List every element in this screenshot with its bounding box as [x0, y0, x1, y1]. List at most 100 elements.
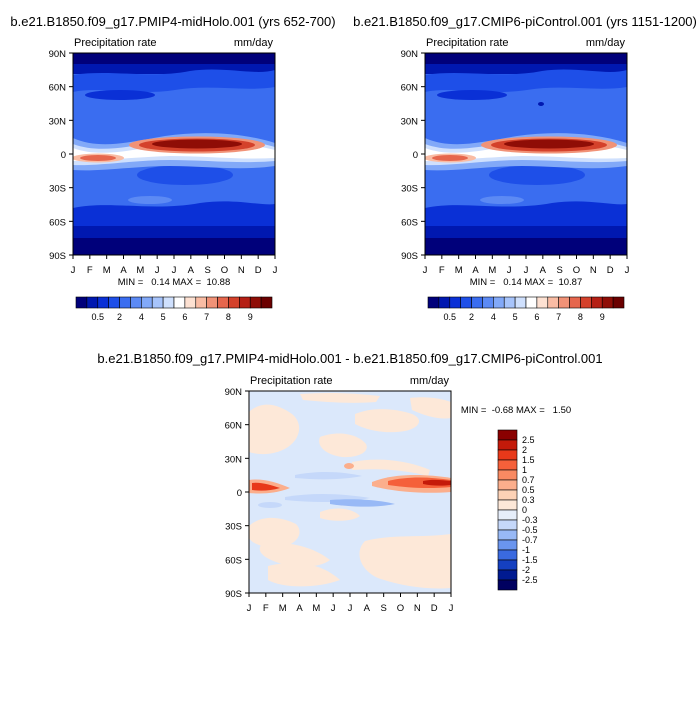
x-tick-label: J: [524, 265, 529, 276]
y-tick-label: 0: [413, 150, 418, 161]
colorbar-swatch: [141, 296, 153, 309]
x-tick-label: O: [573, 265, 580, 276]
field-blob-north-mid: [73, 69, 275, 92]
colorbar-label: 0.7: [522, 475, 535, 485]
colorbar-swatch: [612, 296, 625, 309]
diff-positive-area: [259, 542, 330, 567]
colorbar-label: 6: [182, 312, 187, 322]
colorbar-label: 2: [117, 312, 122, 322]
diff-positive-area: [268, 562, 340, 587]
x-tick-label: D: [431, 603, 438, 614]
colorbar-label: 6: [534, 312, 539, 322]
y-tick-label: 90S: [49, 251, 66, 262]
colorbar: 0.5 2 4 5 6 7 8 9: [75, 296, 273, 322]
colorbar-swatch: [497, 489, 518, 501]
diff-positive-area: [410, 397, 451, 419]
field-band-south-high: [73, 225, 275, 238]
field-blob-south-light: [128, 196, 172, 204]
left-label: Precipitation rate: [426, 37, 509, 49]
itcz-rain-west-core: [432, 155, 468, 161]
diff-positive-area: [300, 392, 380, 403]
field-blob-north-mid: [425, 69, 627, 92]
x-tick-label: M: [312, 603, 320, 614]
colorbar-swatch: [184, 296, 197, 309]
colorbar-label: 4: [139, 312, 144, 322]
panel-difference: b.e21.B1850.f09_g17.PMIP4-midHolo.001 - …: [97, 351, 602, 614]
colorbar-label: 5: [513, 312, 518, 322]
x-tick-label: F: [439, 265, 445, 276]
colorbar-label: -0.3: [522, 515, 538, 525]
diff-positive-area: [249, 517, 300, 548]
x-tick-label: A: [540, 265, 547, 276]
colorbar-label: -0.5: [522, 525, 538, 535]
colorbar-swatch: [497, 559, 518, 571]
x-axis: J F M A M J J A S O N D J: [423, 255, 630, 276]
field-blob-north-low: [85, 90, 155, 100]
diff-positive-area: [320, 508, 360, 521]
x-tick-label: N: [414, 603, 421, 614]
y-axis: 90N 60N 30N 0 30S 60S 90S: [49, 49, 73, 262]
x-tick-label: J: [423, 265, 428, 276]
colorbar-swatch: [497, 509, 518, 521]
y-tick-label: 30S: [225, 522, 242, 533]
colorbar-label: -1: [522, 545, 530, 555]
colorbar-swatch: [497, 449, 518, 461]
x-tick-label: F: [263, 603, 269, 614]
colorbar-label: 4: [491, 312, 496, 322]
x-tick-label: D: [255, 265, 262, 276]
field-blob-south-subtropic: [137, 165, 233, 185]
colorbar-swatch: [497, 459, 518, 471]
y-tick-label: 60S: [225, 555, 242, 566]
colorbar: 0.5 2 4 5 6 7 8 9: [427, 296, 625, 322]
units-label: mm/day: [410, 375, 450, 387]
diff-positive-area: [319, 433, 367, 458]
colorbar-swatch: [471, 296, 483, 309]
itcz-rain-west-core: [80, 155, 116, 161]
field-blob-south-mid: [425, 201, 627, 226]
x-tick-label: N: [590, 265, 597, 276]
colorbar-swatch: [108, 296, 120, 309]
x-tick-label: A: [296, 603, 303, 614]
colorbar-swatch: [569, 296, 581, 309]
colorbar-swatch: [525, 296, 538, 309]
colorbar-swatch: [558, 296, 570, 309]
colorbar-swatch: [195, 296, 207, 309]
x-tick-label: F: [87, 265, 93, 276]
diff-positive-area: [249, 404, 300, 455]
colorbar-swatch: [249, 296, 262, 309]
colorbar-label: 1.5: [522, 455, 535, 465]
x-axis: J F M A M J J A S O N D J: [247, 593, 454, 614]
colorbar: 2.521.510.70.50.30-0.3-0.5-0.7-1-1.5-2-2…: [497, 429, 538, 591]
diff-positive-area: [352, 459, 430, 476]
colorbar-swatch: [497, 549, 518, 561]
colorbar-swatch: [547, 296, 559, 309]
panel-title: b.e21.B1850.f09_g17.CMIP6-piControl.001 …: [353, 14, 697, 29]
x-tick-label: A: [120, 265, 127, 276]
panel-title: b.e21.B1850.f09_g17.PMIP4-midHolo.001 (y…: [10, 14, 335, 29]
itcz-rain-peak-core: [504, 139, 594, 149]
x-tick-label: S: [204, 265, 210, 276]
field-band-north-high: [73, 64, 275, 74]
colorbar-swatch: [239, 296, 251, 309]
field-band-polar-south: [425, 237, 627, 255]
colorbar-swatch: [119, 296, 131, 309]
colorbar-swatch: [482, 296, 494, 309]
x-tick-label: J: [507, 265, 512, 276]
colorbar-label: 9: [600, 312, 605, 322]
x-tick-label: M: [279, 603, 287, 614]
y-tick-label: 60S: [49, 217, 66, 228]
diff-negative-area: [258, 502, 282, 508]
colorbar-label: 2: [469, 312, 474, 322]
x-tick-label: J: [348, 603, 353, 614]
x-tick-label: J: [331, 603, 336, 614]
units-label: mm/day: [586, 37, 626, 49]
colorbar-swatch: [130, 296, 142, 309]
y-tick-label: 90S: [225, 589, 242, 600]
colorbar-label: 8: [226, 312, 231, 322]
diff-positive-area: [252, 482, 280, 491]
y-tick-label: 30N: [401, 116, 419, 127]
y-tick-label: 30S: [401, 184, 418, 195]
field-band-north-high: [425, 64, 627, 74]
field-spot: [538, 102, 544, 106]
